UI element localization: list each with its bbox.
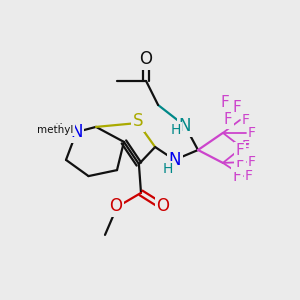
Text: F: F: [236, 143, 244, 158]
Text: O: O: [110, 197, 123, 215]
Text: F: F: [232, 100, 242, 115]
Text: N: N: [168, 151, 181, 169]
Text: H: H: [170, 123, 181, 137]
Text: O: O: [156, 197, 170, 215]
Text: F: F: [245, 169, 253, 183]
Text: H: H: [163, 162, 173, 176]
Text: methyl: methyl: [37, 124, 74, 135]
Text: O: O: [156, 197, 170, 215]
Text: N: N: [70, 123, 83, 141]
Text: N: N: [70, 123, 83, 141]
Text: methyl: methyl: [37, 124, 74, 135]
Text: F: F: [224, 112, 232, 128]
Text: F: F: [224, 112, 232, 128]
Text: F: F: [220, 95, 230, 110]
Text: F: F: [232, 100, 242, 115]
Text: S: S: [133, 112, 143, 130]
Text: H: H: [170, 123, 181, 137]
Text: methyl: methyl: [39, 123, 75, 133]
Text: F: F: [242, 139, 250, 153]
Text: F: F: [242, 113, 250, 127]
Text: H: H: [163, 162, 173, 176]
Text: N: N: [168, 151, 181, 169]
Text: O: O: [140, 50, 153, 68]
Text: F: F: [232, 169, 242, 184]
Text: F: F: [236, 143, 244, 158]
Text: F: F: [242, 142, 250, 156]
Text: O: O: [140, 50, 153, 68]
Text: N: N: [179, 117, 191, 135]
Text: F: F: [220, 95, 230, 110]
Text: F: F: [236, 155, 244, 170]
Text: F: F: [248, 155, 256, 169]
Text: O: O: [110, 197, 123, 215]
Text: N: N: [179, 117, 191, 135]
Text: F: F: [232, 169, 242, 184]
Text: F: F: [248, 126, 256, 140]
Text: F: F: [236, 155, 244, 170]
Text: S: S: [133, 112, 143, 130]
